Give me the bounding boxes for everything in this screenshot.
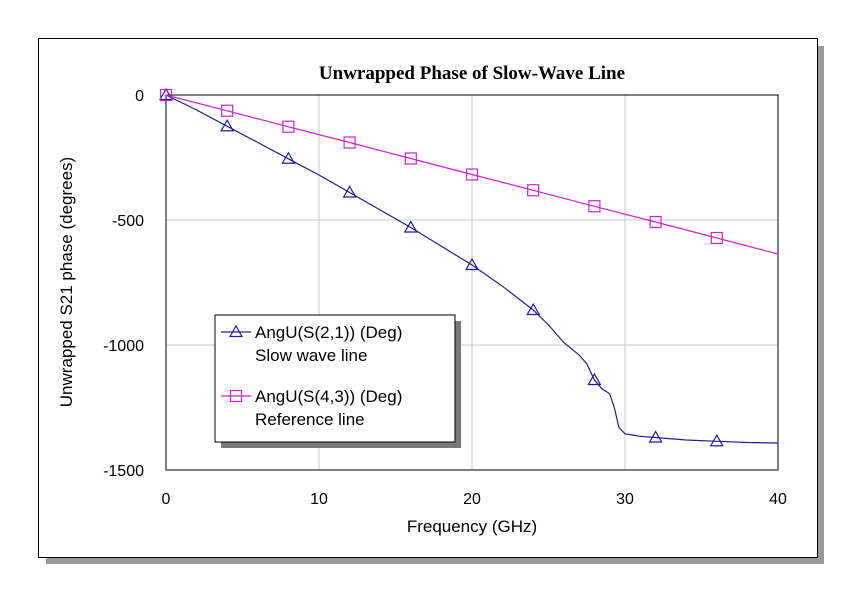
data-point-marker [464,257,480,271]
series-line-1 [165,94,779,444]
y-tick-label: -1500 [103,463,144,480]
x-tick-label: 20 [463,491,481,508]
legend-sublabel-2: Reference line [255,410,365,429]
x-tick-label: 0 [162,491,171,508]
x-tick-label: 10 [310,491,328,508]
y-axis-label: Unwrapped S21 phase (degrees) [57,157,76,407]
data-point-marker [282,120,295,133]
legend-label-2: AngU(S(4,3)) (Deg) [255,387,402,406]
plot-frame [165,94,779,471]
data-point-marker [648,430,663,443]
data-point-marker [526,302,541,316]
data-point-marker [587,372,602,386]
data-point-marker [342,185,357,198]
chart-title: Unwrapped Phase of Slow-Wave Line [319,63,625,84]
series-line-2 [165,94,779,255]
data-point-marker [588,200,601,213]
y-tick-label: -1000 [103,338,144,355]
legend-marker-2 [229,389,243,403]
data-point-marker [465,168,479,181]
legend-sublabel-1: Slow wave line [255,346,367,365]
data-point-marker [404,152,417,165]
legend-label-1: AngU(S(2,1)) (Deg) [255,323,402,342]
data-point-marker [710,231,723,245]
legend-box [214,314,456,443]
data-point-marker [159,88,173,102]
data-point-marker [158,87,174,101]
x-tick-label: 40 [769,491,787,508]
legend-marker-1 [228,324,244,338]
x-tick-label: 30 [616,491,634,508]
data-point-marker [281,151,296,164]
data-point-marker [527,184,540,197]
data-point-marker [220,119,235,132]
y-tick-label: -500 [112,213,144,230]
y-tick-label: 0 [135,88,144,105]
data-point-marker [403,220,418,233]
data-point-marker [709,434,724,447]
data-point-marker [649,215,662,229]
data-point-marker [221,104,234,117]
data-point-marker [343,136,356,149]
x-axis-label: Frequency (GHz) [407,517,537,536]
